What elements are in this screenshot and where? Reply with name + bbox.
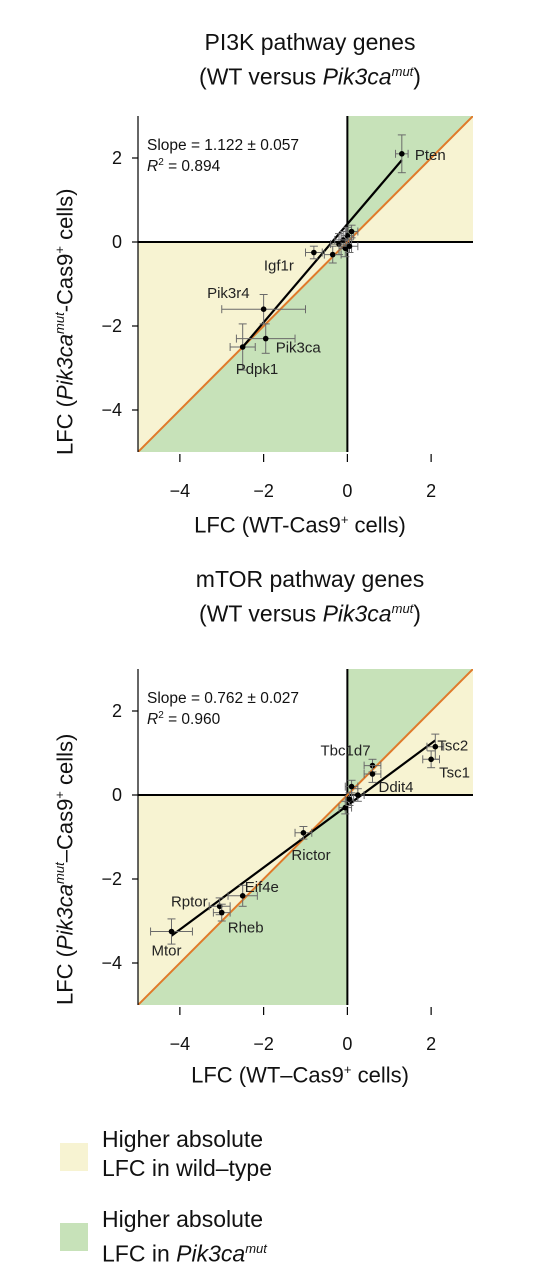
data-point-marker bbox=[348, 228, 355, 235]
slope-annotation: Slope = 0.762 ± 0.027 bbox=[147, 690, 299, 707]
x-tick-label: −2 bbox=[253, 481, 274, 501]
point-label: Tbc1d7 bbox=[321, 743, 371, 760]
data-point-marker bbox=[348, 783, 355, 790]
data-point-marker bbox=[342, 245, 349, 252]
data-point bbox=[395, 134, 409, 174]
y-tick-label: 2 bbox=[112, 148, 122, 168]
data-point-marker bbox=[218, 909, 225, 916]
legend-swatch-wild-type bbox=[60, 1143, 88, 1171]
data-point-marker bbox=[346, 243, 353, 249]
data-point bbox=[422, 750, 440, 769]
point-label: Rptor bbox=[171, 893, 208, 910]
data-point bbox=[344, 224, 359, 239]
legend-label-pik3ca-mut: Higher absolute LFC in Pik3camut bbox=[102, 1206, 267, 1267]
point-label: Tsc2 bbox=[437, 738, 468, 755]
y-tick-label: −2 bbox=[101, 316, 122, 336]
point-label: Mtor bbox=[152, 943, 182, 960]
data-point-marker bbox=[260, 306, 267, 313]
data-point-marker bbox=[399, 151, 405, 157]
chart2-title-line2: (WT versus Pik3camut) bbox=[199, 600, 421, 627]
data-point bbox=[338, 800, 353, 815]
data-point-marker bbox=[428, 756, 434, 763]
chart2-x-axis-label: LFC (WT–Cas9+ cells) bbox=[191, 1062, 409, 1088]
legend-item-wild-type: Higher absolute LFC in wild–type bbox=[60, 1125, 272, 1183]
point-label: Eif4e bbox=[245, 879, 279, 896]
data-point bbox=[235, 323, 296, 354]
data-point-marker bbox=[369, 771, 376, 777]
data-point bbox=[305, 245, 323, 260]
data-point-marker bbox=[336, 241, 342, 247]
data-point bbox=[340, 239, 359, 253]
data-point bbox=[227, 884, 258, 907]
x-tick-label: −4 bbox=[170, 481, 191, 501]
data-point bbox=[294, 826, 313, 840]
point-label: Pik3ca bbox=[276, 340, 322, 357]
data-point bbox=[229, 323, 256, 371]
chart2-title-line1: mTOR pathway genes bbox=[195, 566, 425, 592]
chart1-title: PI3K pathway genes (WT versus Pik3camut) bbox=[120, 28, 500, 92]
plot-area bbox=[138, 116, 473, 452]
chart1-plot: Pten Igf1r Pik3r4 Pik3ca Pdpk1 −4 −2 0 2 −4 −2 0 2 Sl… bbox=[101, 116, 473, 501]
point-label: Rictor bbox=[291, 847, 330, 864]
y-tick-label: 0 bbox=[112, 785, 122, 805]
data-point-marker bbox=[300, 830, 307, 836]
y-tick-label: −4 bbox=[101, 400, 122, 420]
point-label: Pik3r4 bbox=[207, 285, 250, 302]
x-tick-label: 0 bbox=[342, 481, 352, 501]
data-point bbox=[426, 733, 445, 760]
chart2-title: mTOR pathway genes (WT versus Pik3camut) bbox=[120, 565, 500, 629]
x-tick-label: −4 bbox=[170, 1034, 191, 1054]
x-tick-label: 2 bbox=[426, 481, 436, 501]
point-label: Pdpk1 bbox=[236, 361, 279, 378]
data-point-marker bbox=[432, 743, 439, 750]
data-point-marker bbox=[342, 804, 349, 811]
legend-label-wild-type: Higher absolute LFC in wild–type bbox=[102, 1126, 273, 1181]
legend-item-pik3ca-mut: Higher absolute LFC in Pik3camut bbox=[60, 1205, 267, 1269]
legend-swatch-pik3ca-mut bbox=[60, 1223, 88, 1251]
data-point-marker bbox=[262, 335, 269, 342]
y-tick-label: −4 bbox=[101, 953, 122, 973]
data-point-marker bbox=[355, 792, 361, 798]
r2-annotation: R2 = 0.894 bbox=[147, 157, 221, 175]
data-point bbox=[221, 294, 306, 325]
plot-area bbox=[138, 669, 473, 1005]
data-point-marker bbox=[346, 796, 353, 802]
point-label: Tsc1 bbox=[439, 764, 470, 781]
data-point bbox=[330, 233, 348, 256]
identity-line bbox=[138, 116, 473, 452]
chart2-plot: Tsc2 Tsc1 Tbc1d7 Ddit4 Rictor Eif4e Rptor Rheb M… bbox=[101, 669, 473, 1054]
data-point-marker bbox=[216, 903, 223, 910]
y-tick-label: −2 bbox=[101, 869, 122, 889]
data-point-marker bbox=[311, 249, 317, 256]
y-tick-label: 0 bbox=[112, 232, 122, 252]
x-tick-label: 2 bbox=[426, 1034, 436, 1054]
point-label: Ddit4 bbox=[379, 779, 414, 796]
data-point bbox=[212, 903, 231, 922]
point-label: Rheb bbox=[228, 920, 264, 937]
point-label: Igf1r bbox=[264, 258, 294, 275]
chart1-title-line2: (WT versus Pik3camut) bbox=[199, 63, 421, 90]
data-point-marker bbox=[329, 251, 336, 258]
data-point-marker bbox=[344, 232, 351, 239]
x-tick-label: 0 bbox=[342, 1034, 352, 1054]
data-point bbox=[344, 792, 355, 806]
x-tick-label: −2 bbox=[253, 1034, 274, 1054]
data-point-marker bbox=[168, 928, 175, 935]
slope-annotation: Slope = 1.122 ± 0.057 bbox=[147, 137, 299, 154]
chart1-x-axis-label: LFC (WT-Cas9+ cells) bbox=[194, 512, 406, 538]
data-point bbox=[150, 918, 193, 945]
data-point bbox=[363, 765, 382, 783]
data-point-marker bbox=[239, 893, 246, 899]
point-label: Pten bbox=[415, 147, 446, 164]
chart1-title-line1: PI3K pathway genes bbox=[204, 29, 416, 55]
data-point-marker bbox=[239, 344, 246, 350]
data-point bbox=[351, 788, 365, 802]
r2-annotation: R2 = 0.960 bbox=[147, 710, 221, 728]
y-tick-label: 2 bbox=[112, 701, 122, 721]
